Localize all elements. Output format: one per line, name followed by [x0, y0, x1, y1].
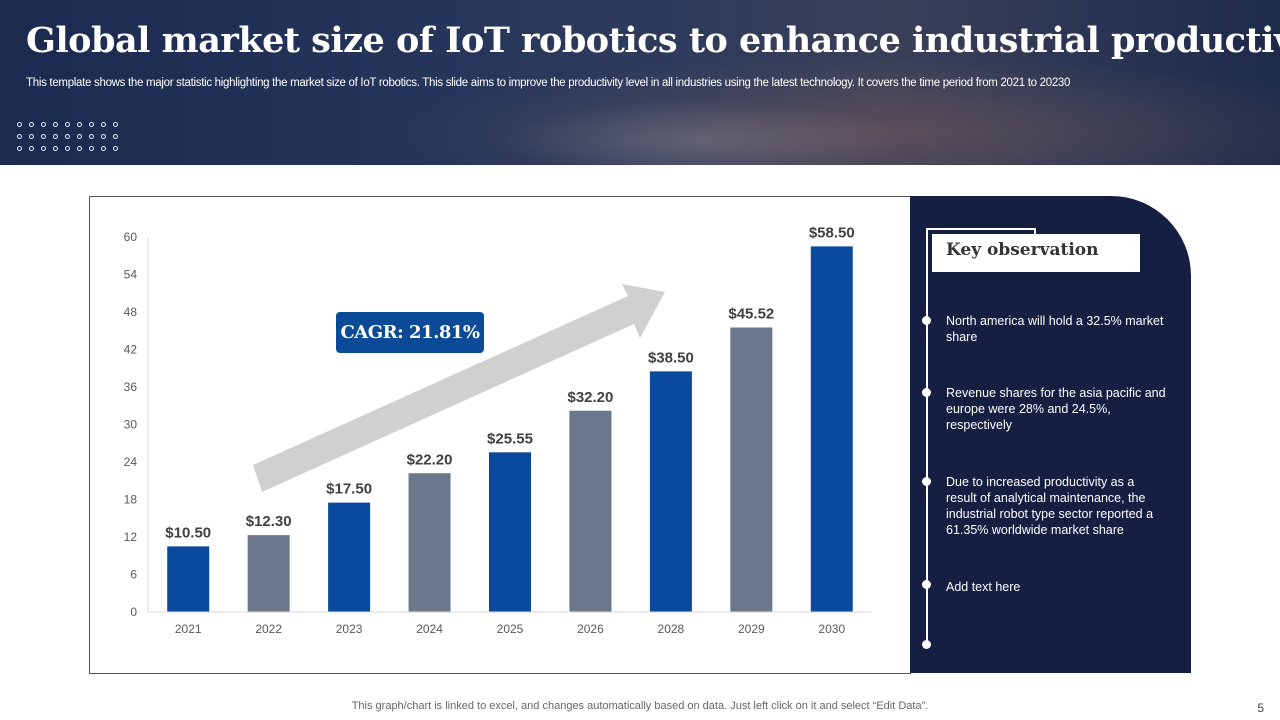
- dot: [101, 146, 106, 151]
- bar-2022[interactable]: [247, 535, 290, 612]
- bullet-icon: [922, 580, 931, 589]
- y-axis: 0 6 12 18 24 30 36 42 48 54 60: [124, 230, 149, 619]
- data-label: $17.50: [326, 481, 372, 498]
- dot: [89, 146, 94, 151]
- observation-item: North america will hold a 32.5% market s…: [946, 314, 1164, 344]
- observation-item: Revenue shares for the asia pacific and …: [946, 386, 1166, 432]
- dot: [65, 146, 70, 151]
- dot: [53, 122, 58, 127]
- dot: [29, 146, 34, 151]
- dot: [113, 122, 118, 127]
- data-label: $45.52: [728, 306, 774, 323]
- y-tick-label: 0: [130, 605, 137, 619]
- bar-2024[interactable]: [408, 473, 451, 612]
- dots-decoration: [17, 122, 125, 151]
- dot: [17, 146, 22, 151]
- y-tick-label: 42: [124, 343, 138, 357]
- y-tick-label: 18: [124, 493, 138, 507]
- y-tick-label: 6: [130, 568, 137, 582]
- dot: [53, 146, 58, 151]
- dot: [65, 122, 70, 127]
- y-tick-label: 36: [124, 380, 138, 394]
- cagr-label: CAGR: 21.81%: [340, 322, 479, 343]
- bar-2023[interactable]: [328, 502, 371, 612]
- x-axis: 2021 2022 2023 2024 2025 2026 2028 2029 2030: [148, 611, 872, 636]
- bar-2026[interactable]: [569, 410, 612, 612]
- dot: [41, 146, 46, 151]
- key-observation-title: Key observation: [932, 234, 1140, 272]
- x-tick-label: 2028: [658, 622, 685, 636]
- cagr-box: [336, 312, 484, 353]
- x-tick-label: 2030: [818, 622, 845, 636]
- bullet-icon: [922, 640, 931, 649]
- dot: [89, 122, 94, 127]
- key-observation-panel: [910, 196, 1191, 673]
- footer-note: This graph/chart is linked to excel, and…: [351, 700, 929, 712]
- x-tick-label: 2021: [175, 622, 202, 636]
- x-tick-label: 2024: [416, 622, 443, 636]
- y-tick-label: 30: [124, 418, 138, 432]
- data-label: $22.20: [407, 451, 453, 468]
- header-background-image: [0, 0, 1280, 165]
- data-label: $58.50: [809, 224, 855, 241]
- data-label: $25.55: [487, 430, 533, 447]
- bar-2028[interactable]: [649, 371, 692, 612]
- dot: [29, 134, 34, 139]
- y-tick-label: 24: [124, 455, 138, 469]
- dot: [53, 134, 58, 139]
- x-tick-label: 2029: [738, 622, 765, 636]
- bar-2025[interactable]: [489, 452, 531, 612]
- dot: [77, 134, 82, 139]
- bar-2030[interactable]: [810, 246, 853, 612]
- dot: [17, 134, 22, 139]
- bars: $10.50 $12.30 $17.50 $22.20 $25.55 $32.20 $38.…: [165, 224, 855, 613]
- timeline-connector: [926, 228, 1036, 230]
- dot: [89, 134, 94, 139]
- page-number: 5: [1257, 701, 1264, 715]
- data-label: $32.20: [567, 389, 613, 406]
- y-tick-label: 60: [124, 230, 138, 244]
- dot: [101, 122, 106, 127]
- dot: [65, 134, 70, 139]
- y-tick-label: 12: [124, 530, 138, 544]
- dot: [113, 146, 118, 151]
- page-title: Global market size of IoT robotics to en…: [26, 20, 1280, 61]
- data-label: $12.30: [246, 513, 292, 530]
- bar-2029[interactable]: [730, 327, 773, 613]
- dot: [41, 122, 46, 127]
- x-tick-label: 2023: [336, 622, 363, 636]
- observation-item: Due to increased productivity as a resul…: [946, 475, 1154, 537]
- bullet-icon: [922, 477, 931, 486]
- timeline-line: [926, 228, 928, 646]
- data-label: $10.50: [165, 524, 211, 541]
- dot: [41, 134, 46, 139]
- dot: [77, 122, 82, 127]
- x-tick-label: 2026: [577, 622, 604, 636]
- bullet-icon: [922, 388, 931, 397]
- cagr-callout: CAGR: 21.81%: [336, 312, 484, 353]
- bullet-icon: [922, 316, 931, 325]
- dot: [17, 122, 22, 127]
- page-subtitle: This template shows the major statistic …: [26, 77, 1071, 89]
- y-tick-label: 48: [124, 305, 138, 319]
- dot: [77, 146, 82, 151]
- y-tick-label: 54: [124, 268, 138, 282]
- data-label: $38.50: [648, 349, 694, 366]
- dot: [101, 134, 106, 139]
- observation-item: Add text here: [946, 580, 1021, 594]
- timeline-connector-end: [1034, 228, 1036, 236]
- bar-2021[interactable]: [167, 546, 210, 612]
- x-tick-label: 2025: [497, 622, 524, 636]
- x-tick-label: 2022: [255, 622, 282, 636]
- header-banner: Global market size of IoT robotics to en…: [0, 0, 1280, 165]
- dot: [113, 134, 118, 139]
- dot: [29, 122, 34, 127]
- growth-arrow: [253, 284, 665, 492]
